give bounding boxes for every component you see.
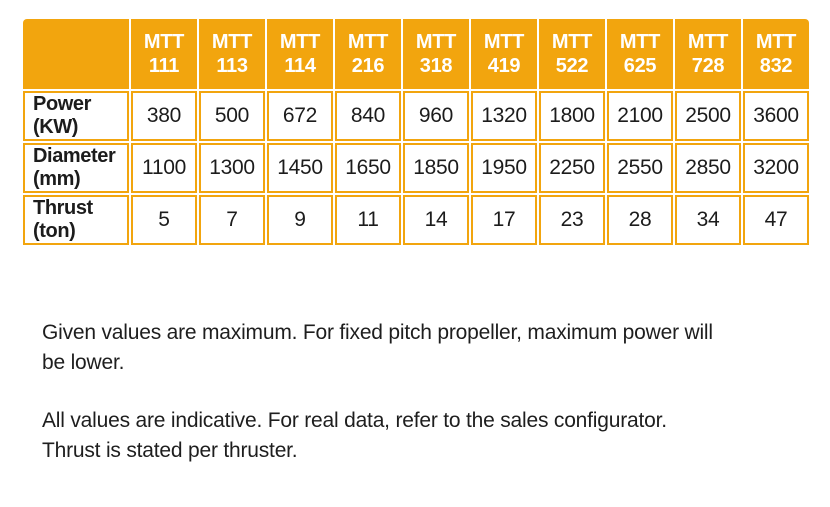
column-header-mtt-522: MTT 522 xyxy=(539,19,605,89)
model-number: 113 xyxy=(216,55,248,77)
model-prefix: MTT xyxy=(687,31,729,53)
value-cell-diameter-216: 1650 xyxy=(335,143,401,193)
model-prefix: MTT xyxy=(755,31,797,53)
model-prefix: MTT xyxy=(211,31,253,53)
column-header-mtt-111: MTT 111 xyxy=(131,19,197,89)
model-number: 318 xyxy=(419,55,453,77)
column-header-mtt-216: MTT 216 xyxy=(335,19,401,89)
note-line: Given values are maximum. For fixed pitc… xyxy=(42,321,713,344)
row-unit: (KW) xyxy=(33,116,79,138)
model-number: 625 xyxy=(623,55,657,77)
notes-section: Given values are maximum. For fixed pitc… xyxy=(42,318,802,466)
column-header-mtt-625: MTT 625 xyxy=(607,19,673,89)
model-number: 832 xyxy=(759,55,793,77)
model-number: 522 xyxy=(555,55,589,77)
value-cell-power-216: 840 xyxy=(335,91,401,141)
model-number: 111 xyxy=(148,55,180,77)
value-cell-thrust-419: 17 xyxy=(471,195,537,245)
row-header-thrust: Thrust (ton) xyxy=(23,195,129,245)
value-cell-diameter-625: 2550 xyxy=(607,143,673,193)
model-number: 419 xyxy=(487,55,521,77)
model-prefix: MTT xyxy=(619,31,661,53)
table-row-power: Power (KW) 380 500 672 840 960 1320 1800 2100 2500… xyxy=(23,91,809,141)
row-label: Diameter xyxy=(33,145,116,167)
note-indicative-values: All values are indicative. For real data… xyxy=(42,406,802,466)
value-cell-diameter-111: 1100 xyxy=(131,143,197,193)
row-unit: (ton) xyxy=(33,220,76,242)
column-header-mtt-318: MTT 318 xyxy=(403,19,469,89)
value-cell-diameter-832: 3200 xyxy=(743,143,809,193)
value-cell-diameter-114: 1450 xyxy=(267,143,333,193)
value-cell-thrust-728: 34 xyxy=(675,195,741,245)
value-cell-power-522: 1800 xyxy=(539,91,605,141)
model-prefix: MTT xyxy=(347,31,389,53)
value-cell-power-111: 380 xyxy=(131,91,197,141)
thruster-spec-table: MTT 111 MTT 113 MTT 114 MTT 216 MTT 318 MTT 419 MTT 5… xyxy=(21,17,811,247)
value-cell-power-419: 1320 xyxy=(471,91,537,141)
value-cell-power-832: 3600 xyxy=(743,91,809,141)
model-prefix: MTT xyxy=(551,31,593,53)
note-line: All values are indicative. For real data… xyxy=(42,409,667,432)
value-cell-thrust-114: 9 xyxy=(267,195,333,245)
value-cell-power-318: 960 xyxy=(403,91,469,141)
value-cell-thrust-522: 23 xyxy=(539,195,605,245)
value-cell-thrust-216: 11 xyxy=(335,195,401,245)
value-cell-diameter-113: 1300 xyxy=(199,143,265,193)
model-number: 728 xyxy=(691,55,725,77)
column-header-mtt-832: MTT 832 xyxy=(743,19,809,89)
table-row-diameter: Diameter (mm) 1100 1300 1450 1650 1850 1950 2250… xyxy=(23,143,809,193)
column-header-mtt-419: MTT 419 xyxy=(471,19,537,89)
value-cell-diameter-318: 1850 xyxy=(403,143,469,193)
column-header-mtt-728: MTT 728 xyxy=(675,19,741,89)
value-cell-power-625: 2100 xyxy=(607,91,673,141)
row-header-diameter: Diameter (mm) xyxy=(23,143,129,193)
table-corner-cell xyxy=(23,19,129,89)
value-cell-diameter-419: 1950 xyxy=(471,143,537,193)
value-cell-thrust-625: 28 xyxy=(607,195,673,245)
model-prefix: MTT xyxy=(143,31,185,53)
value-cell-power-113: 500 xyxy=(199,91,265,141)
value-cell-thrust-113: 7 xyxy=(199,195,265,245)
model-prefix: MTT xyxy=(415,31,457,53)
row-label: Power xyxy=(33,93,92,115)
value-cell-diameter-728: 2850 xyxy=(675,143,741,193)
note-maximum-values: Given values are maximum. For fixed pitc… xyxy=(42,318,802,378)
row-label: Thrust xyxy=(33,197,93,219)
value-cell-thrust-318: 14 xyxy=(403,195,469,245)
value-cell-thrust-111: 5 xyxy=(131,195,197,245)
model-number: 114 xyxy=(284,55,316,77)
model-prefix: MTT xyxy=(279,31,321,53)
value-cell-thrust-832: 47 xyxy=(743,195,809,245)
model-prefix: MTT xyxy=(483,31,525,53)
table-header-row: MTT 111 MTT 113 MTT 114 MTT 216 MTT 318 MTT 419 MTT 5… xyxy=(23,19,809,89)
note-line: be lower. xyxy=(42,351,125,374)
table-row-thrust: Thrust (ton) 5 7 9 11 14 17 23 28 34 47 xyxy=(23,195,809,245)
row-unit: (mm) xyxy=(33,168,81,190)
value-cell-power-728: 2500 xyxy=(675,91,741,141)
row-header-power: Power (KW) xyxy=(23,91,129,141)
value-cell-diameter-522: 2250 xyxy=(539,143,605,193)
model-number: 216 xyxy=(351,55,385,77)
value-cell-power-114: 672 xyxy=(267,91,333,141)
note-line: Thrust is stated per thruster. xyxy=(42,439,298,462)
column-header-mtt-114: MTT 114 xyxy=(267,19,333,89)
column-header-mtt-113: MTT 113 xyxy=(199,19,265,89)
